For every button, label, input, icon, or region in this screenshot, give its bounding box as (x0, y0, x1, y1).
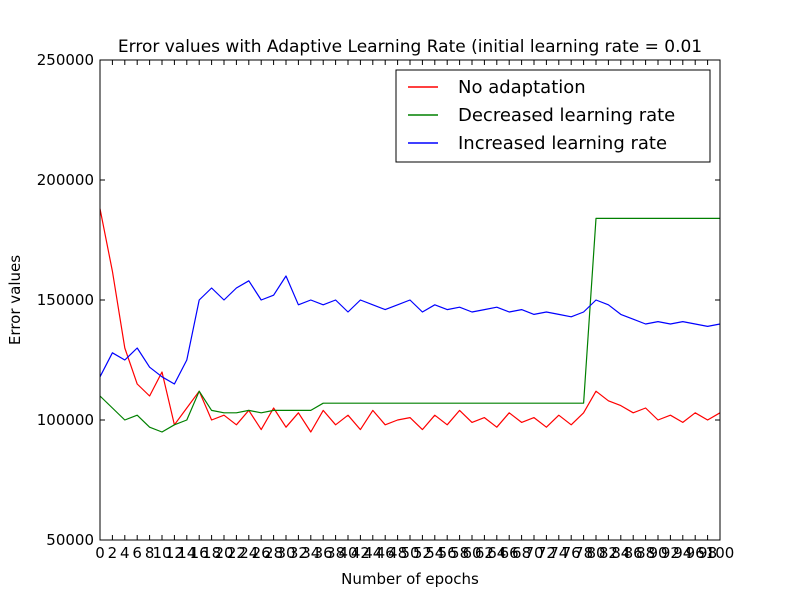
x-tick-label: 64 (487, 544, 506, 562)
x-tick-label: 28 (264, 544, 283, 562)
series-line-0 (99, 208, 721, 433)
x-tick-label: 74 (549, 544, 568, 562)
x-tick-label: 92 (661, 544, 680, 562)
x-tick-label: 78 (574, 544, 593, 562)
x-tick-label: 14 (177, 544, 196, 562)
x-tick-label: 8 (145, 544, 155, 562)
y-axis-label: Error values (6, 255, 24, 345)
legend-box (395, 69, 711, 163)
x-tick-label: 80 (586, 544, 605, 562)
x-tick-label: 44 (363, 544, 382, 562)
x-axis-label: Number of epochs (341, 570, 479, 588)
x-tick-label: 84 (611, 544, 630, 562)
x-tick-label: 0 (95, 544, 105, 562)
x-tick-label: 4 (120, 544, 130, 562)
x-tick-label: 60 (462, 544, 481, 562)
x-tick-label: 96 (686, 544, 705, 562)
x-tick-label: 32 (289, 544, 308, 562)
x-tick-label: 82 (599, 544, 618, 562)
x-tick-label: 26 (252, 544, 271, 562)
x-tick-label: 90 (648, 544, 667, 562)
x-tick-label: 94 (673, 544, 692, 562)
x-tick-label: 62 (475, 544, 494, 562)
x-tick-label: 66 (500, 544, 519, 562)
x-tick-label: 98 (698, 544, 717, 562)
x-tick-label: 10 (152, 544, 171, 562)
x-tick-label: 68 (512, 544, 531, 562)
x-tick-label: 42 (351, 544, 370, 562)
x-tick-label: 58 (450, 544, 469, 562)
series-line-1 (99, 217, 720, 433)
chart-title: Error values with Adaptive Learning Rate… (118, 37, 702, 57)
x-tick-label: 86 (624, 544, 643, 562)
y-tick-label: 150000 (37, 291, 94, 309)
legend-label-1: Decreased learning rate (458, 105, 675, 126)
x-tick-label: 30 (276, 544, 295, 562)
x-tick-label: 18 (202, 544, 221, 562)
y-tick-label: 50000 (46, 531, 94, 549)
x-tick-label: 40 (338, 544, 357, 562)
legend-label-2: Increased learning rate (458, 133, 667, 154)
series-line-2 (99, 275, 721, 385)
x-tick-label: 56 (438, 544, 457, 562)
x-tick-label: 12 (165, 544, 184, 562)
x-tick-label: 24 (239, 544, 258, 562)
x-tick-label: 88 (636, 544, 655, 562)
x-tick-label: 54 (425, 544, 444, 562)
x-tick-label: 52 (413, 544, 432, 562)
x-tick-label: 46 (376, 544, 395, 562)
x-tick-label: 16 (190, 544, 209, 562)
x-tick-label: 38 (326, 544, 345, 562)
x-tick-label: 22 (227, 544, 246, 562)
y-tick-label: 100000 (37, 411, 94, 429)
x-tick-label: 36 (314, 544, 333, 562)
y-tick-label: 200000 (37, 171, 94, 189)
x-tick-label: 34 (301, 544, 320, 562)
x-tick-label: 50 (400, 544, 419, 562)
x-tick-label: 2 (108, 544, 118, 562)
x-tick-label: 100 (706, 544, 735, 562)
x-tick-label: 6 (132, 544, 142, 562)
x-tick-label: 70 (524, 544, 543, 562)
legend-label-0: No adaptation (458, 77, 586, 98)
y-tick-label: 250000 (37, 51, 94, 69)
x-tick-label: 48 (388, 544, 407, 562)
x-tick-label: 76 (562, 544, 581, 562)
x-tick-label: 72 (537, 544, 556, 562)
x-tick-label: 20 (214, 544, 233, 562)
